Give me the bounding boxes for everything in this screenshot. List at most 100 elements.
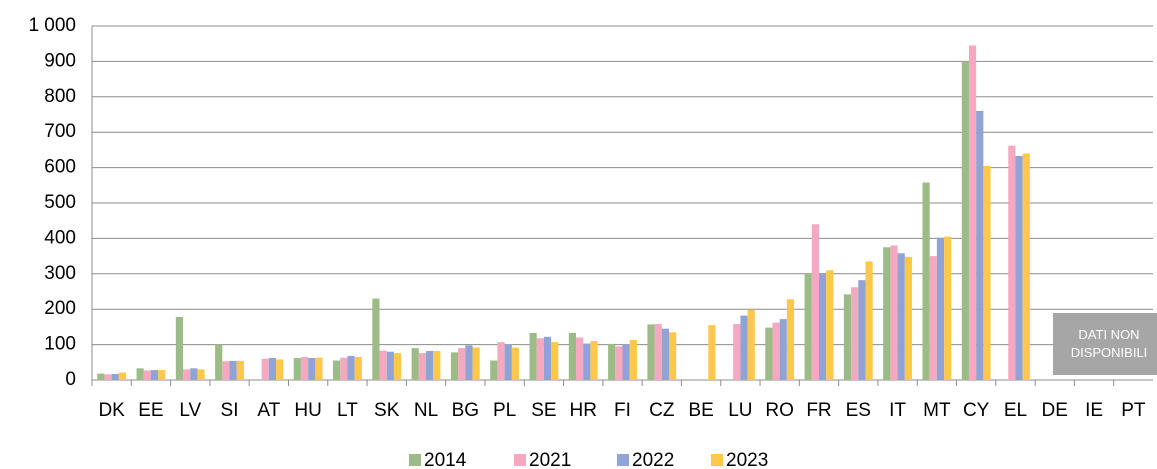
bar: [890, 245, 898, 380]
y-tick-label: 600: [44, 157, 76, 178]
x-tick-label: FI: [614, 400, 631, 421]
bar: [786, 299, 795, 380]
bar: [340, 357, 348, 380]
x-tick-label: SI: [221, 400, 239, 421]
bar: [615, 346, 623, 380]
legend-swatch: [711, 454, 723, 466]
y-tick-label: 0: [65, 369, 76, 390]
bar: [543, 336, 552, 380]
bar: [944, 236, 952, 380]
bar: [826, 270, 834, 380]
bar: [183, 369, 191, 380]
bar: [333, 360, 341, 380]
bar: [158, 370, 166, 380]
x-tick-label: SK: [374, 400, 400, 421]
x-tick-label: DE: [1042, 400, 1068, 421]
bar: [772, 322, 780, 380]
bar: [379, 350, 387, 380]
bar: [708, 325, 716, 380]
bar: [118, 372, 127, 380]
legend-swatch: [617, 454, 629, 466]
x-tick-label: FR: [806, 400, 831, 421]
bar: [136, 368, 144, 380]
annotation: DATI NON DISPONIBILI: [1053, 313, 1157, 375]
x-tick-label: AT: [257, 400, 280, 421]
x-tick-label: ES: [846, 400, 871, 421]
x-tick-label: BE: [688, 400, 713, 421]
bar: [197, 369, 205, 380]
legend-swatch: [409, 454, 421, 466]
y-tick-label: 1 000: [28, 15, 76, 36]
bar: [983, 165, 991, 380]
x-tick-label: CY: [963, 400, 990, 421]
bar: [747, 309, 755, 380]
x-tick-label: HU: [294, 400, 321, 421]
x-tick-label: PL: [493, 400, 516, 421]
x-tick-label: BG: [452, 400, 479, 421]
legend-label: 2014: [424, 450, 467, 469]
bar: [843, 294, 852, 380]
bar: [418, 353, 427, 380]
bar: [393, 353, 402, 380]
x-tick-label: CZ: [649, 400, 675, 421]
bar: [458, 348, 466, 380]
x-tick-label: RO: [765, 400, 794, 421]
bar: [654, 324, 662, 380]
bar: [236, 360, 244, 380]
bar: [511, 347, 520, 380]
bar: [851, 287, 859, 380]
bar: [1015, 155, 1023, 380]
bar: [1008, 145, 1016, 380]
x-tick-label: PT: [1121, 400, 1146, 421]
x-tick-label: HR: [569, 400, 596, 421]
bar: [865, 261, 873, 380]
bar: [497, 342, 505, 380]
bar: [733, 324, 741, 380]
legend-label: 2021: [529, 450, 571, 469]
bar: [622, 344, 630, 380]
bar: [858, 280, 866, 380]
bar: [229, 360, 237, 380]
x-tick-label: DK: [98, 400, 125, 421]
y-tick-label: 700: [44, 121, 76, 142]
bar: [929, 256, 937, 380]
bar: [308, 358, 316, 380]
bar: [150, 370, 159, 380]
bar: [936, 237, 945, 380]
x-tick-label: EL: [1004, 400, 1027, 421]
bar: [551, 342, 559, 380]
bar: [450, 352, 459, 380]
bar: [268, 358, 277, 380]
bar: [961, 61, 969, 381]
bar: [904, 256, 912, 380]
bar: [590, 341, 598, 380]
x-tick-label: LV: [179, 400, 201, 421]
bar: [883, 247, 891, 380]
legend-label: 2023: [726, 450, 768, 469]
y-tick-label: 800: [44, 86, 76, 107]
y-tick-label: 400: [44, 227, 76, 248]
bar: [661, 328, 669, 380]
y-tick-label: 200: [44, 298, 76, 319]
x-tick-label: IE: [1085, 400, 1103, 421]
x-tick-label: MT: [923, 400, 951, 421]
bar: [897, 253, 905, 380]
bar: [215, 344, 223, 380]
bar: [472, 347, 480, 380]
bar: [426, 350, 434, 380]
bar: [97, 373, 105, 380]
y-tick-label: 300: [44, 263, 76, 284]
bar: [175, 316, 184, 380]
bar: [261, 358, 269, 380]
bar: [818, 273, 827, 380]
bar: [411, 348, 419, 380]
bar: [465, 345, 473, 380]
bar: [779, 319, 787, 380]
bar: [647, 324, 655, 380]
bar: [354, 356, 362, 380]
bar: [740, 315, 748, 380]
x-tick-label: SE: [531, 400, 556, 421]
bar: [433, 350, 441, 380]
bar: [765, 327, 773, 380]
